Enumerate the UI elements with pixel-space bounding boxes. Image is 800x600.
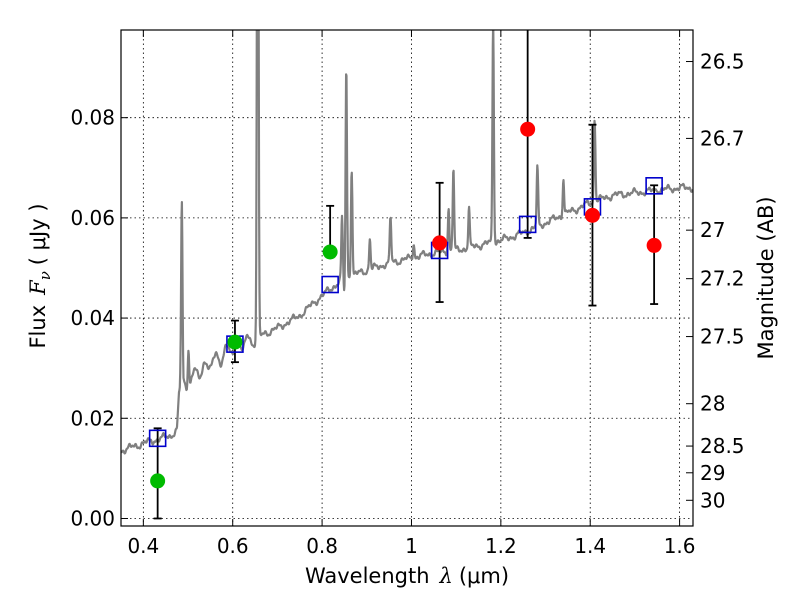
observation-point xyxy=(322,244,338,260)
observation-point xyxy=(520,121,536,137)
mag-tick-label: 26.5 xyxy=(700,50,745,74)
mag-tick-label: 27 xyxy=(700,218,725,242)
y-tick-label: 0.04 xyxy=(70,306,115,330)
model-point xyxy=(518,215,537,234)
y2-axis-label: Magnitude (AB) xyxy=(754,196,778,359)
x-tick-label: 1.6 xyxy=(664,534,696,558)
mag-tick-label: 28 xyxy=(700,392,725,416)
axis-ticks: 0.4 0.6 0.8 1 1.2 1.4 1.6 0.00 0.02 0.04 0.06 0.08 2… xyxy=(70,30,745,558)
x-tick-label: 1.2 xyxy=(485,534,517,558)
mag-tick-label: 28.5 xyxy=(700,434,745,458)
observation-point xyxy=(150,473,166,489)
observation-point xyxy=(432,235,448,251)
model-point xyxy=(148,429,167,448)
observation-point xyxy=(227,334,243,350)
spectrum-line xyxy=(121,30,693,455)
observation-point xyxy=(646,237,662,253)
mag-tick-label: 27.2 xyxy=(700,267,745,291)
mag-tick-label: 26.7 xyxy=(700,126,745,150)
x-axis-label: Wavelength λ (μm) xyxy=(305,564,509,588)
y-tick-label: 0.06 xyxy=(70,206,115,230)
mag-tick-label: 27.5 xyxy=(700,325,745,349)
y-tick-label: 0.08 xyxy=(70,106,115,130)
model-point xyxy=(321,275,339,294)
x-tick-label: 0.6 xyxy=(217,534,249,558)
y-tick-label: 0.00 xyxy=(70,506,115,530)
mag-tick-label: 29 xyxy=(700,461,725,485)
mag-tick-label: 30 xyxy=(700,488,725,512)
y-tick-label: 0.02 xyxy=(70,406,115,430)
x-tick-label: 0.8 xyxy=(306,534,338,558)
model-point xyxy=(645,177,663,195)
spectrum-layer xyxy=(121,30,693,455)
x-tick-label: 1 xyxy=(405,534,418,558)
y-axis-label: FluxFν( μJy ) xyxy=(26,203,54,348)
observation-layer xyxy=(150,121,662,489)
observation-point xyxy=(584,207,600,223)
x-tick-label: 1.4 xyxy=(574,534,606,558)
x-tick-label: 0.4 xyxy=(127,534,159,558)
plot-frame xyxy=(120,29,694,527)
